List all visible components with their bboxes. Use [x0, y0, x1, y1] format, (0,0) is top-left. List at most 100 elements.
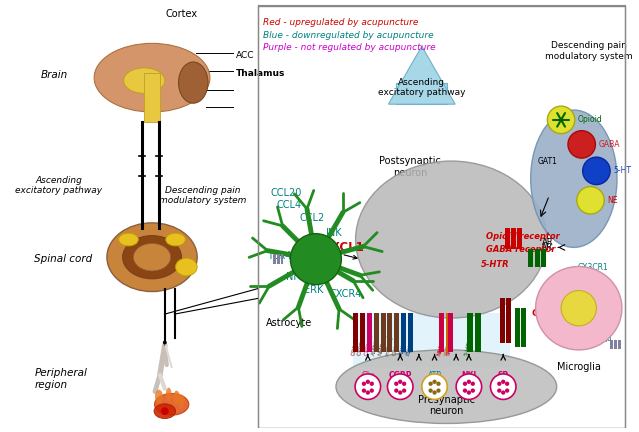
- Ellipse shape: [355, 161, 547, 318]
- Circle shape: [163, 340, 167, 344]
- Circle shape: [497, 388, 502, 393]
- Ellipse shape: [530, 110, 617, 248]
- Text: NFκB: NFκB: [579, 294, 599, 303]
- Text: CXCL1: CXCL1: [323, 241, 364, 254]
- Bar: [446, 313, 451, 353]
- FancyBboxPatch shape: [258, 6, 625, 428]
- Bar: [401, 313, 406, 353]
- Bar: [440, 313, 444, 353]
- Circle shape: [505, 381, 509, 386]
- Circle shape: [161, 407, 169, 415]
- Text: SPR: SPR: [443, 344, 451, 356]
- Bar: [281, 254, 284, 264]
- Text: JNK: JNK: [325, 228, 342, 238]
- Bar: [541, 249, 546, 267]
- Text: Blue - downregulated by acupuncture: Blue - downregulated by acupuncture: [263, 31, 433, 40]
- Circle shape: [429, 381, 433, 386]
- Text: NFκB: NFκB: [286, 272, 312, 282]
- Circle shape: [561, 291, 596, 326]
- Circle shape: [548, 106, 575, 133]
- Circle shape: [456, 374, 482, 400]
- Bar: [144, 73, 160, 122]
- Circle shape: [429, 388, 433, 393]
- Bar: [408, 313, 413, 353]
- Circle shape: [463, 388, 467, 393]
- Text: NKI: NKI: [461, 371, 477, 380]
- Bar: [381, 313, 385, 353]
- Text: NMDAR: NMDAR: [378, 334, 389, 356]
- Circle shape: [433, 391, 436, 395]
- Text: mGluR: mGluR: [385, 336, 394, 356]
- Circle shape: [369, 381, 374, 386]
- Text: Purple - not regulated by acupuncture: Purple - not regulated by acupuncture: [263, 43, 436, 52]
- Circle shape: [433, 380, 436, 384]
- Text: Red - upregulated by acupuncture: Red - upregulated by acupuncture: [263, 18, 419, 27]
- Text: NK1R: NK1R: [436, 340, 445, 356]
- Bar: [374, 313, 379, 353]
- Bar: [614, 340, 617, 349]
- Circle shape: [422, 374, 447, 400]
- Circle shape: [471, 381, 475, 386]
- Text: ACC: ACC: [235, 51, 254, 60]
- Text: CCR2: CCR2: [350, 340, 359, 356]
- Ellipse shape: [176, 258, 197, 276]
- Text: Ascending
excitatory pathway: Ascending excitatory pathway: [15, 176, 102, 195]
- Bar: [535, 249, 539, 267]
- Text: TLR4: TLR4: [594, 335, 613, 344]
- Circle shape: [387, 374, 413, 400]
- Bar: [515, 308, 520, 347]
- Text: P2Y: P2Y: [405, 344, 413, 356]
- Text: GABA: GABA: [598, 140, 620, 149]
- Text: SP: SP: [498, 371, 509, 380]
- Polygon shape: [389, 46, 455, 104]
- Bar: [394, 313, 399, 353]
- Text: Presynaptic
neuron: Presynaptic neuron: [418, 394, 475, 416]
- Ellipse shape: [166, 388, 172, 401]
- Text: ERK: ERK: [304, 285, 323, 295]
- Bar: [273, 254, 275, 264]
- Bar: [581, 146, 590, 155]
- Bar: [396, 83, 447, 104]
- Circle shape: [362, 388, 366, 393]
- Text: ERK: ERK: [595, 279, 610, 288]
- Circle shape: [402, 381, 406, 386]
- Text: Brain: Brain: [41, 70, 68, 80]
- Circle shape: [366, 380, 370, 384]
- Circle shape: [362, 381, 366, 386]
- Bar: [511, 228, 516, 249]
- Bar: [367, 313, 372, 353]
- Text: AR: AR: [541, 238, 553, 247]
- Ellipse shape: [107, 223, 197, 292]
- Bar: [517, 228, 522, 249]
- Circle shape: [501, 380, 505, 384]
- Text: TNFα: TNFα: [564, 308, 583, 318]
- Text: IL1β: IL1β: [578, 321, 594, 330]
- Text: GTs: GTs: [532, 308, 550, 318]
- Circle shape: [290, 234, 341, 285]
- Text: AMPAR: AMPAR: [371, 335, 381, 356]
- Ellipse shape: [178, 394, 185, 408]
- Circle shape: [463, 381, 467, 386]
- Text: ATP: ATP: [427, 371, 442, 380]
- Circle shape: [398, 391, 403, 395]
- Ellipse shape: [154, 404, 176, 419]
- Text: 5-HTR: 5-HTR: [464, 337, 473, 356]
- Text: Cortex: Cortex: [166, 9, 197, 19]
- Text: CGRP: CGRP: [389, 371, 412, 380]
- Bar: [353, 313, 358, 353]
- Ellipse shape: [123, 68, 165, 93]
- Text: Ascending
excitatory pathway: Ascending excitatory pathway: [378, 78, 466, 97]
- Circle shape: [355, 374, 381, 400]
- Circle shape: [491, 374, 516, 400]
- Ellipse shape: [166, 233, 185, 246]
- Bar: [576, 140, 585, 150]
- Text: Postsynaptic
neuron: Postsynaptic neuron: [379, 156, 441, 178]
- Text: SPR: SPR: [445, 344, 453, 356]
- Ellipse shape: [178, 62, 208, 103]
- Text: Peripheral
region: Peripheral region: [35, 368, 87, 390]
- Text: P2X: P2X: [398, 344, 406, 356]
- Text: 5-HT: 5-HT: [613, 166, 631, 175]
- Bar: [440, 313, 444, 353]
- Text: P38: P38: [556, 279, 570, 288]
- Text: NE: NE: [607, 196, 618, 205]
